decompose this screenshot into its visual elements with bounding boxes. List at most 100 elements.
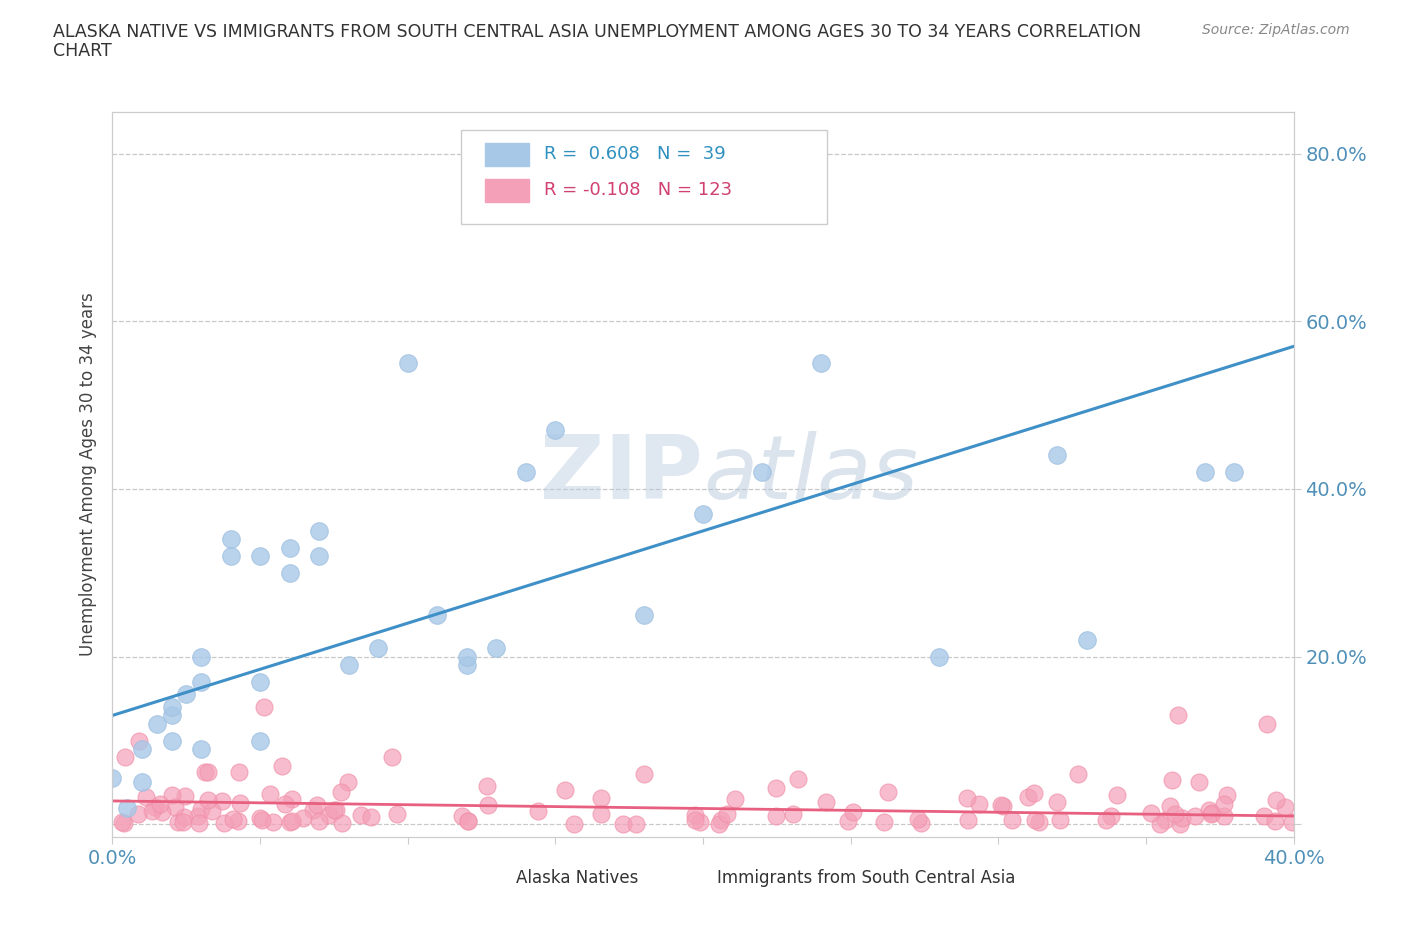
Point — [1216, 788, 1239, 803]
Point — [683, 808, 706, 823]
Point — [281, 813, 304, 828]
Point — [1161, 773, 1184, 788]
Point — [451, 808, 474, 823]
Point — [278, 815, 301, 830]
Point — [716, 807, 738, 822]
Point — [166, 815, 188, 830]
Point — [589, 790, 612, 805]
Point — [591, 807, 613, 822]
FancyBboxPatch shape — [461, 130, 827, 224]
Point — [1256, 716, 1278, 731]
Point — [197, 793, 219, 808]
Point — [1159, 799, 1181, 814]
Point — [201, 804, 224, 818]
Point — [1264, 813, 1286, 828]
Point — [554, 783, 576, 798]
Point — [724, 791, 747, 806]
Point — [222, 812, 245, 827]
Point — [527, 804, 550, 818]
Point — [1076, 632, 1098, 647]
Point — [160, 699, 183, 714]
Point — [1201, 805, 1223, 820]
Point — [128, 733, 150, 748]
Point — [456, 658, 478, 672]
Point — [101, 771, 124, 786]
Point — [842, 804, 865, 819]
Point — [1194, 465, 1216, 480]
Point — [910, 816, 932, 830]
Text: R =  0.608   N =  39: R = 0.608 N = 39 — [544, 145, 725, 163]
Point — [1171, 810, 1194, 825]
Point — [308, 524, 330, 538]
Point — [633, 607, 655, 622]
Point — [765, 808, 787, 823]
Point — [332, 816, 354, 830]
Point — [1265, 792, 1288, 807]
Point — [187, 816, 209, 830]
Point — [249, 674, 271, 689]
Point — [150, 804, 173, 819]
Point — [253, 699, 276, 714]
Point — [194, 764, 217, 779]
Point — [544, 423, 567, 438]
Point — [485, 641, 508, 656]
Point — [956, 790, 979, 805]
Point — [837, 814, 859, 829]
Point — [281, 791, 304, 806]
Point — [259, 787, 281, 802]
Point — [308, 814, 330, 829]
Point — [1167, 708, 1189, 723]
Point — [515, 465, 537, 480]
Point — [991, 798, 1014, 813]
Point — [160, 708, 183, 723]
Point — [250, 813, 273, 828]
Point — [135, 790, 157, 804]
Point — [710, 813, 733, 828]
Point — [810, 356, 832, 371]
Point — [907, 811, 929, 826]
Point — [1001, 813, 1024, 828]
Point — [456, 649, 478, 664]
Point — [873, 814, 896, 829]
Point — [457, 814, 479, 829]
Point — [562, 817, 585, 831]
Point — [214, 816, 236, 830]
Text: Immigrants from South Central Asia: Immigrants from South Central Asia — [717, 870, 1015, 887]
Point — [219, 532, 242, 547]
Point — [928, 649, 950, 664]
Point — [1095, 813, 1118, 828]
Point — [360, 810, 382, 825]
Point — [1212, 796, 1234, 811]
Point — [1281, 815, 1303, 830]
Point — [814, 795, 837, 810]
Point — [308, 549, 330, 564]
Point — [112, 815, 135, 830]
Point — [172, 815, 194, 830]
Point — [1253, 809, 1275, 824]
Point — [350, 808, 373, 823]
Point — [1154, 812, 1177, 827]
Point — [1067, 766, 1090, 781]
Point — [149, 796, 172, 811]
Point — [249, 733, 271, 748]
Point — [219, 549, 242, 564]
Point — [190, 802, 212, 817]
Point — [1149, 817, 1171, 831]
Point — [624, 817, 647, 831]
Point — [143, 800, 166, 815]
Text: Source: ZipAtlas.com: Source: ZipAtlas.com — [1202, 23, 1350, 37]
Point — [330, 785, 353, 800]
Point — [323, 803, 346, 817]
Point — [292, 810, 315, 825]
Text: ALASKA NATIVE VS IMMIGRANTS FROM SOUTH CENTRAL ASIA UNEMPLOYMENT AMONG AGES 30 T: ALASKA NATIVE VS IMMIGRANTS FROM SOUTH C… — [53, 23, 1142, 41]
Point — [967, 796, 990, 811]
Point — [190, 649, 212, 664]
Bar — [472, 868, 508, 889]
Bar — [485, 143, 530, 166]
Point — [782, 807, 804, 822]
Point — [477, 778, 499, 793]
Point — [787, 772, 810, 787]
Point — [174, 687, 197, 702]
Point — [160, 788, 183, 803]
Bar — [485, 179, 530, 203]
